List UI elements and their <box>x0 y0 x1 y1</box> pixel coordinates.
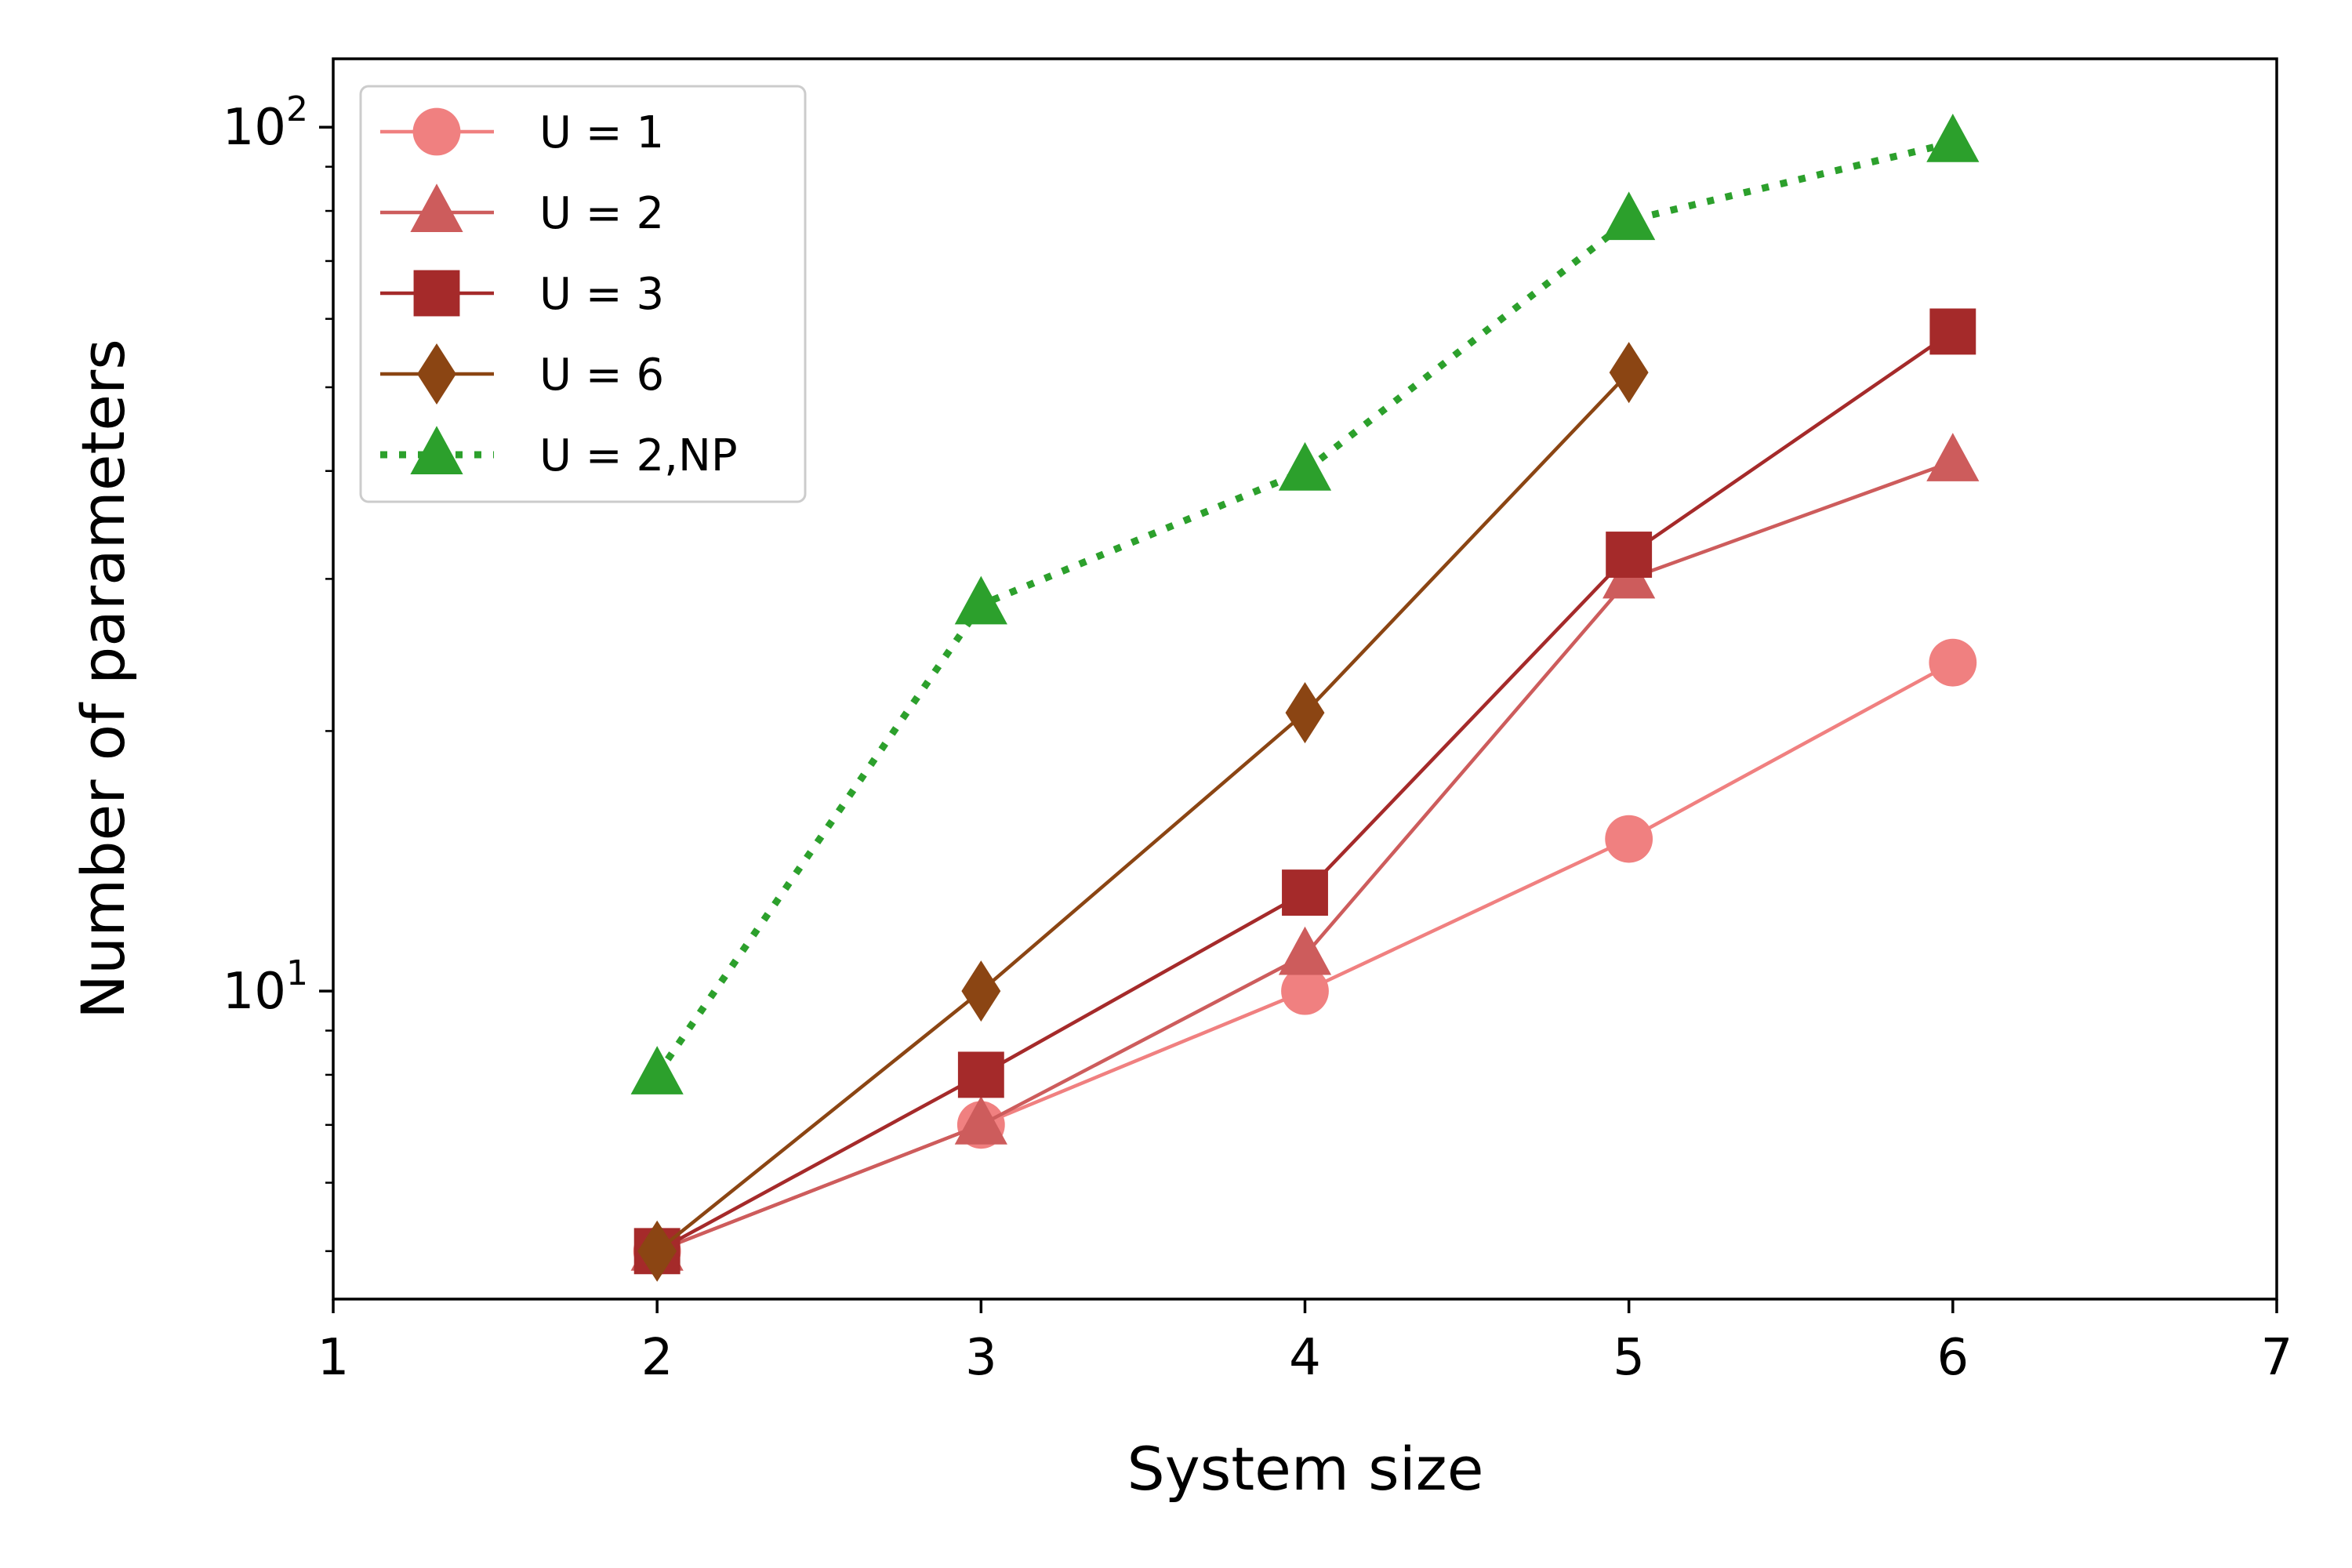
data-point <box>1926 113 1980 162</box>
legend: U = 1 U = 2 U = 3 U = 6 U = 2,NP <box>359 85 807 503</box>
data-point <box>1282 869 1328 916</box>
x-tick-label: 6 <box>1936 1329 1969 1387</box>
data-point <box>1278 441 1332 491</box>
data-point <box>957 1051 1004 1098</box>
data-point <box>1929 308 1976 355</box>
data-point <box>637 1220 677 1282</box>
legend-entry: U = 1 <box>380 107 664 158</box>
legend-label: U = 2 <box>539 188 664 239</box>
legend-label: U = 1 <box>539 107 664 158</box>
legend-marker <box>413 270 460 317</box>
legend-entry: U = 2,NP <box>380 426 738 481</box>
x-tick-label: 1 <box>318 1329 350 1387</box>
data-point <box>630 1046 684 1094</box>
x-axis-label: System size <box>1127 1434 1484 1504</box>
data-point <box>1606 532 1653 578</box>
legend-marker <box>417 343 456 405</box>
legend-entry: U = 3 <box>380 269 664 320</box>
x-tick-label: 3 <box>965 1329 997 1387</box>
legend-label: U = 6 <box>539 350 664 401</box>
data-point <box>1926 433 1980 481</box>
legend-label: U = 2,NP <box>539 430 738 481</box>
series-3 <box>633 308 1976 1275</box>
data-point <box>1281 967 1329 1015</box>
data-point <box>1609 342 1649 404</box>
series-line <box>654 139 1954 1077</box>
y-axis-label: Number of parameters <box>68 339 138 1019</box>
data-point <box>1285 682 1325 744</box>
series-4 <box>637 342 1649 1282</box>
y-tick-label: 102 <box>223 89 308 157</box>
legend-marker <box>412 107 461 156</box>
y-axis: 101 102 <box>223 89 333 1253</box>
legend-frame <box>359 85 807 503</box>
series-layer <box>630 113 1980 1282</box>
series-line <box>656 459 1954 1253</box>
data-point <box>1278 926 1332 975</box>
x-tick-label: 7 <box>2261 1329 2293 1387</box>
x-tick-label: 4 <box>1289 1329 1321 1387</box>
data-point <box>1602 191 1656 241</box>
legend-label: U = 3 <box>539 269 664 320</box>
series-5 <box>630 113 1980 1094</box>
x-tick-label: 2 <box>641 1329 673 1387</box>
data-point <box>954 575 1007 625</box>
series-2 <box>630 433 1980 1271</box>
y-tick-label: 101 <box>223 953 308 1021</box>
data-point <box>954 1096 1007 1145</box>
data-point <box>961 960 1001 1022</box>
legend-entry: U = 6 <box>380 343 664 405</box>
x-tick-label: 5 <box>1613 1329 1645 1387</box>
legend-marker <box>410 426 463 474</box>
series-line <box>655 371 1631 1253</box>
legend-marker <box>410 183 463 232</box>
data-point <box>1605 815 1653 863</box>
x-axis: 1 2 3 4 5 6 7 <box>318 1299 2293 1387</box>
data-point <box>1929 638 1977 687</box>
legend-entry: U = 2 <box>380 183 664 239</box>
